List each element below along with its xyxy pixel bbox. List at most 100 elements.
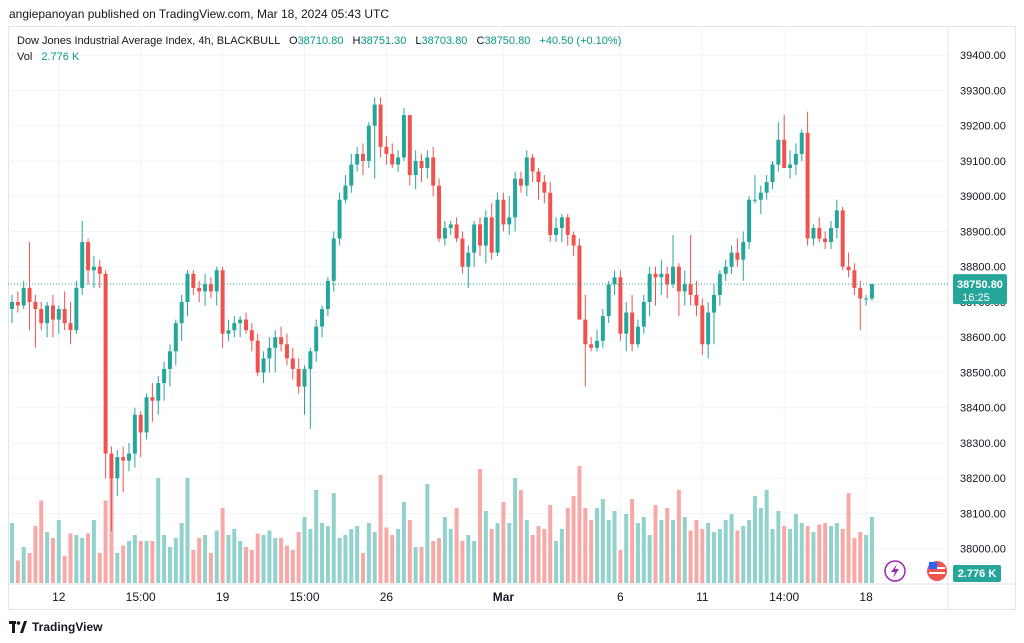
candle-body xyxy=(542,182,547,193)
candle-body xyxy=(39,309,44,324)
candle-body xyxy=(747,199,752,243)
candle-body xyxy=(349,164,354,186)
candle-body xyxy=(782,139,787,169)
candle-body xyxy=(495,199,500,253)
candle-body xyxy=(62,309,67,324)
volume-bar xyxy=(793,514,798,583)
volume-bar xyxy=(214,530,219,583)
volume-bar xyxy=(203,535,208,583)
volume-bar xyxy=(448,529,453,583)
volume-bar xyxy=(483,511,488,583)
candle-body xyxy=(372,104,377,126)
candle-body xyxy=(156,383,161,401)
candle-body xyxy=(103,273,108,454)
candle-body xyxy=(823,238,828,243)
candle-body xyxy=(630,312,635,345)
candle-body xyxy=(442,227,447,239)
legend-symbol: Dow Jones Industrial Average Index, 4h, … xyxy=(17,35,280,47)
volume-bar xyxy=(811,532,816,583)
legend-high: 38751.30 xyxy=(360,35,407,47)
candle-body xyxy=(401,115,406,158)
volume-bar xyxy=(659,520,664,583)
volume-bar xyxy=(425,484,430,583)
candle-body xyxy=(21,287,26,306)
volume-bar xyxy=(829,526,833,583)
candle-body xyxy=(472,224,477,253)
legend-open-label: O xyxy=(289,35,298,47)
candle-body xyxy=(10,301,14,310)
volume-bar xyxy=(185,478,190,583)
candle-body xyxy=(583,319,588,345)
candle-body xyxy=(396,157,401,165)
y-tick-label: 39400.00 xyxy=(960,50,1006,62)
volume-bar xyxy=(232,529,237,583)
candle-body xyxy=(788,164,793,169)
candle-body xyxy=(460,238,465,267)
candle-body xyxy=(805,132,810,239)
footer-brand[interactable]: TradingView xyxy=(9,620,102,634)
volume-bar xyxy=(173,538,178,583)
x-tick-label: 15:00 xyxy=(289,590,319,604)
candle-body xyxy=(337,199,342,239)
volume-bar xyxy=(138,541,143,583)
volume-bar xyxy=(97,553,102,583)
candle-body xyxy=(641,301,646,327)
volume-bar xyxy=(665,508,670,583)
volume-bar xyxy=(308,529,313,583)
candle-body xyxy=(554,227,559,235)
candle-body xyxy=(682,284,687,292)
x-tick-label: 11 xyxy=(696,590,709,604)
volume-bar xyxy=(530,535,535,583)
candle-body xyxy=(419,160,424,169)
volume-bar xyxy=(712,532,716,583)
candle-body xyxy=(226,330,231,334)
volume-bar xyxy=(817,524,822,583)
candle-body xyxy=(706,312,711,345)
legend-change: +40.50 (+0.10%) xyxy=(539,35,622,47)
volume-bar xyxy=(501,502,506,583)
candle-body xyxy=(536,171,541,183)
volume-bar xyxy=(524,520,529,583)
x-tick-label: 26 xyxy=(380,590,394,604)
candle-body xyxy=(431,157,436,186)
volume-bar xyxy=(478,469,482,583)
volume-bar xyxy=(577,466,582,583)
volume-bar xyxy=(834,523,839,583)
volume-bar xyxy=(62,556,67,583)
volume-bar xyxy=(249,550,254,583)
volume-bar xyxy=(653,505,658,583)
volume-bar xyxy=(823,523,828,583)
footer-brand-label: TradingView xyxy=(32,620,103,634)
candle-body xyxy=(284,344,289,359)
candle-body xyxy=(255,340,260,373)
volume-bar xyxy=(325,526,330,583)
candle-body xyxy=(249,330,254,341)
volume-bar xyxy=(74,535,79,583)
y-tick-label: 38000.00 xyxy=(960,544,1006,556)
volume-bar xyxy=(226,535,231,583)
y-tick-label: 38100.00 xyxy=(960,508,1006,520)
candle-body xyxy=(121,457,126,461)
y-tick-label: 38200.00 xyxy=(960,473,1006,485)
legend-low: 38703.80 xyxy=(421,35,468,47)
candle-body xyxy=(770,164,775,183)
legend-close-label: C xyxy=(476,35,485,47)
volume-bar xyxy=(805,526,810,583)
candle-body xyxy=(489,217,494,253)
candle-body xyxy=(712,294,716,313)
candle-body xyxy=(799,132,804,154)
candle-body xyxy=(595,340,599,348)
candle-body xyxy=(735,252,740,260)
volume-bar xyxy=(518,490,523,583)
candle-body xyxy=(91,266,96,271)
x-tick-label: 19 xyxy=(216,590,230,604)
volume-bar xyxy=(156,478,161,583)
volume-bar xyxy=(788,529,793,583)
volume-bar xyxy=(284,545,289,583)
x-tick-label: 12 xyxy=(52,590,66,604)
volume-bar xyxy=(355,526,360,583)
volume-bar xyxy=(706,523,711,583)
volume-bar xyxy=(618,550,623,583)
legend: Dow Jones Industrial Average Index, 4h, … xyxy=(17,33,621,65)
